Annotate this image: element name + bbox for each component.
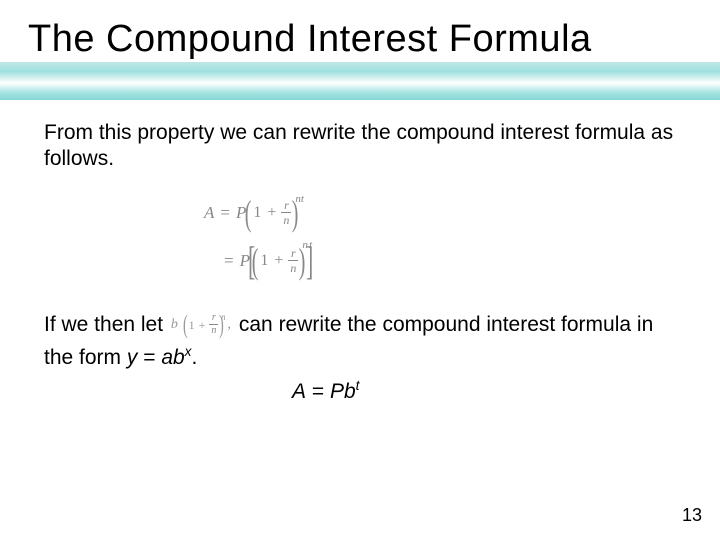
var-A: A xyxy=(292,380,306,403)
formula-1-inner: 1 + r n xyxy=(250,199,293,226)
numerator: r xyxy=(289,247,298,260)
exponent-t: t xyxy=(356,378,360,393)
formula-2-inner: 1 + r n xyxy=(257,247,300,274)
period: . xyxy=(192,346,198,369)
equals-sign: = xyxy=(224,250,234,271)
fraction-r-over-n: r n xyxy=(209,313,218,336)
numerator: r xyxy=(282,199,291,212)
equals-sign: = xyxy=(220,202,230,223)
lparen-icon: ( xyxy=(252,243,259,279)
formula-block: A = P ( 1 + r n ) nt = P [ ( 1 xyxy=(204,195,676,281)
second-paragraph: If we then let b ( 1 + r n ) n , can rew… xyxy=(44,309,676,375)
var-y: y xyxy=(127,346,138,369)
lparen-icon: ( xyxy=(245,195,252,231)
slide-title: The Compound Interest Formula xyxy=(28,18,592,61)
numerator: r xyxy=(210,313,218,324)
fraction-r-over-n: r n xyxy=(288,247,298,274)
formula-2: = P [ ( 1 + r n ) n ] t xyxy=(218,241,676,281)
rparen-icon: ) xyxy=(219,312,224,338)
var-ab: ab xyxy=(161,346,184,369)
comma: , xyxy=(228,314,232,336)
inline-substitution: b ( 1 + r n ) n , xyxy=(171,312,231,338)
var-b: b xyxy=(171,314,178,336)
page-number: 13 xyxy=(682,505,702,526)
equals: = xyxy=(306,380,330,403)
denominator: n xyxy=(288,261,298,274)
intro-paragraph: From this property we can rewrite the co… xyxy=(44,120,676,173)
plus: + xyxy=(274,251,283,271)
formula-1: A = P ( 1 + r n ) nt xyxy=(204,195,676,231)
one: 1 xyxy=(260,251,268,271)
one: 1 xyxy=(253,203,261,223)
plus: + xyxy=(267,203,276,223)
slide-content: From this property we can rewrite the co… xyxy=(44,120,676,405)
one: 1 xyxy=(189,316,195,335)
rparen-icon: ) xyxy=(292,195,299,231)
rbracket-icon: ] xyxy=(306,241,313,281)
exponent-x: x xyxy=(185,344,192,359)
title-banner xyxy=(0,62,720,100)
rparen-icon: ) xyxy=(299,243,306,279)
var-Pb: Pb xyxy=(330,380,356,403)
para2-part-a: If we then let xyxy=(44,313,169,336)
final-formula: A = Pbt xyxy=(292,377,676,405)
denominator: n xyxy=(209,325,218,336)
equals: = xyxy=(137,346,161,369)
fraction-r-over-n: r n xyxy=(281,199,291,226)
lparen-icon: ( xyxy=(183,312,188,338)
plus: + xyxy=(199,316,206,335)
denominator: n xyxy=(281,213,291,226)
formula-1-lhs: A xyxy=(204,202,214,223)
